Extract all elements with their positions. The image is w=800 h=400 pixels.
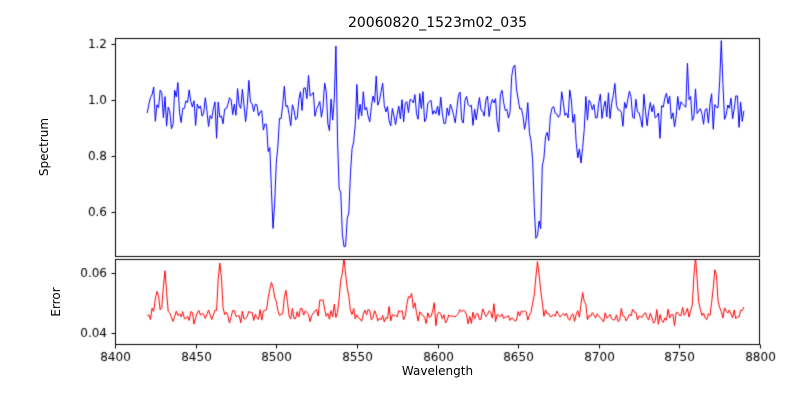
y-axis-label-spectrum: Spectrum xyxy=(37,117,51,177)
x-axis-label: Wavelength xyxy=(401,364,474,378)
y-axis-label-error: Error xyxy=(49,287,63,317)
chart-title: 20060820_1523m02_035 xyxy=(347,15,528,31)
